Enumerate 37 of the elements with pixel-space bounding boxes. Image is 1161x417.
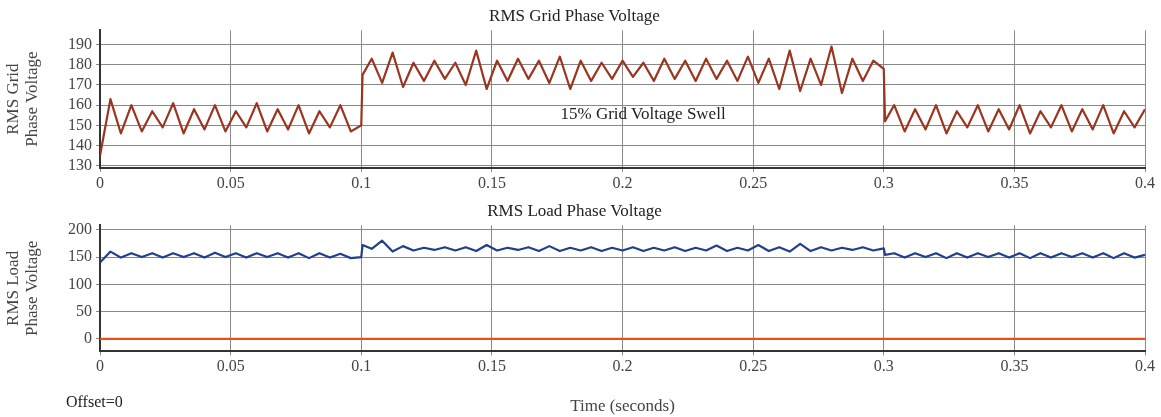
x-tick-label: 0.2 <box>612 173 633 191</box>
chart-title: RMS Load Phase Voltage <box>487 200 662 220</box>
y-tick-label: 150 <box>68 247 92 265</box>
x-tick-label: 0 <box>96 357 104 375</box>
x-tick-label: 0.1 <box>351 173 372 191</box>
x-tick-label: 0.4 <box>1135 357 1155 375</box>
y-tick-label: 160 <box>68 95 92 113</box>
y-tick-label: 200 <box>68 219 92 237</box>
y-tick-label: 50 <box>76 301 92 319</box>
x-axis-title: Time (seconds) <box>570 396 675 416</box>
x-tick-label: 0.1 <box>351 357 372 375</box>
x-tick-label: 0.4 <box>1135 173 1155 191</box>
y-tick-label: 130 <box>68 155 92 173</box>
x-tick-label: 0.35 <box>1000 173 1029 191</box>
y-tick-label: 150 <box>68 115 92 133</box>
x-tick-label: 0.15 <box>477 173 506 191</box>
y-tick-label: 180 <box>68 54 92 72</box>
annotation: 15% Grid Voltage Swell <box>560 104 726 124</box>
y-axis-title: RMS Load Phase Voltage <box>2 240 41 337</box>
x-tick-label: 0.25 <box>739 357 768 375</box>
y-tick-label: 100 <box>68 274 92 292</box>
x-tick-label: 0.2 <box>612 357 633 375</box>
text: Offset=0 <box>66 393 123 411</box>
y-axis-title: RMS Grid Phase Voltage <box>2 51 41 147</box>
y-tick-label: 0 <box>84 329 92 347</box>
x-tick-label: 0.05 <box>216 173 245 191</box>
x-tick-label: 0.35 <box>1000 357 1029 375</box>
y-tick-label: 140 <box>68 135 92 153</box>
y-tick-label: 190 <box>68 34 92 52</box>
x-tick-label: 0.05 <box>216 357 245 375</box>
x-tick-label: 0.3 <box>873 357 894 375</box>
y-tick-label: 170 <box>68 75 92 93</box>
x-tick-label: 0.3 <box>873 173 894 191</box>
x-tick-label: 0.25 <box>739 173 768 191</box>
chart-title: RMS Grid Phase Voltage <box>489 5 660 25</box>
x-tick-label: 0 <box>96 173 104 191</box>
x-tick-label: 0.15 <box>477 357 506 375</box>
